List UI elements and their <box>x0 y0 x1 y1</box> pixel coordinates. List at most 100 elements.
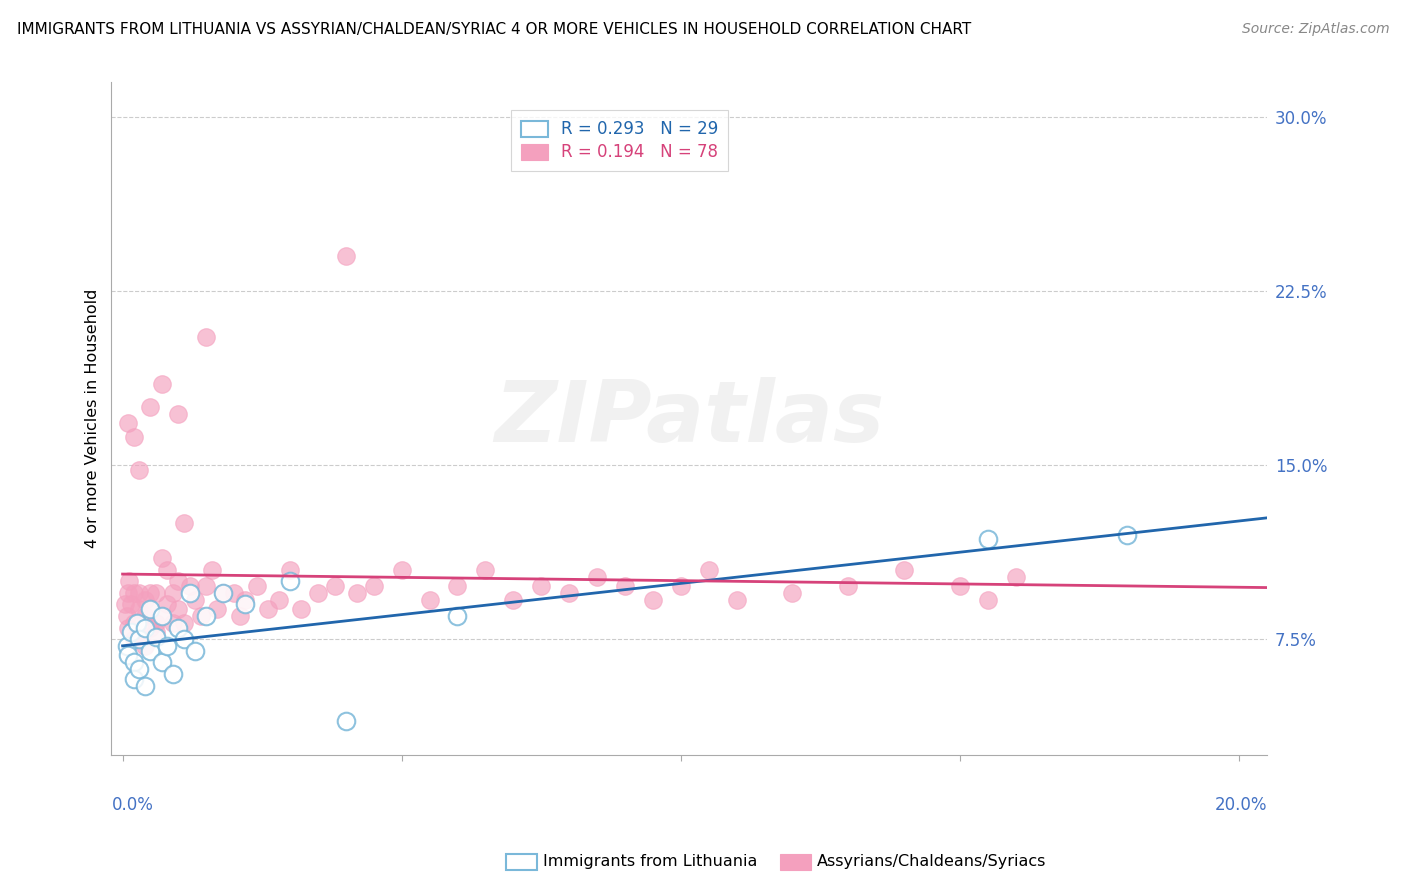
Point <box>207 602 229 616</box>
Point <box>167 407 190 421</box>
Point <box>120 598 142 612</box>
Point <box>117 648 139 663</box>
Point <box>162 586 184 600</box>
Point <box>323 579 346 593</box>
Point <box>184 644 207 658</box>
Point <box>976 533 998 547</box>
Point <box>128 586 150 600</box>
Point <box>335 249 357 263</box>
Point <box>122 632 145 647</box>
Point <box>122 656 145 670</box>
Point <box>156 563 179 577</box>
Point <box>134 621 156 635</box>
Point <box>290 602 312 616</box>
Point <box>134 609 156 624</box>
Point <box>725 592 748 607</box>
Point <box>949 579 972 593</box>
Point <box>145 630 167 644</box>
Point <box>145 586 167 600</box>
Point <box>139 586 162 600</box>
Point <box>162 667 184 681</box>
Point <box>586 569 609 583</box>
Text: IMMIGRANTS FROM LITHUANIA VS ASSYRIAN/CHALDEAN/SYRIAC 4 OR MORE VEHICLES IN HOUS: IMMIGRANTS FROM LITHUANIA VS ASSYRIAN/CH… <box>17 22 972 37</box>
Point <box>558 586 581 600</box>
Text: 0.0%: 0.0% <box>111 796 153 814</box>
Point <box>201 563 224 577</box>
Text: Source: ZipAtlas.com: Source: ZipAtlas.com <box>1241 22 1389 37</box>
Point <box>139 602 162 616</box>
Point <box>134 679 156 693</box>
Point <box>118 574 141 589</box>
Point <box>212 586 235 600</box>
Text: 20.0%: 20.0% <box>1215 796 1267 814</box>
Point <box>669 579 692 593</box>
Point <box>184 592 207 607</box>
Point <box>245 579 267 593</box>
Point <box>613 579 636 593</box>
Point <box>837 579 859 593</box>
Point <box>145 615 167 630</box>
Point <box>335 714 357 728</box>
Point <box>179 586 201 600</box>
Point <box>179 579 201 593</box>
Point <box>115 639 138 653</box>
Point <box>173 516 195 530</box>
Point <box>117 586 139 600</box>
Point <box>278 574 301 589</box>
Point <box>195 579 218 593</box>
Point <box>122 430 145 444</box>
Point <box>346 586 368 600</box>
Point <box>156 598 179 612</box>
Point <box>235 598 257 612</box>
Point <box>391 563 413 577</box>
Point <box>128 602 150 616</box>
Point <box>224 586 246 600</box>
Point <box>641 592 664 607</box>
Point <box>117 621 139 635</box>
Legend: R = 0.293   N = 29, R = 0.194   N = 78: R = 0.293 N = 29, R = 0.194 N = 78 <box>512 111 728 171</box>
Point <box>697 563 720 577</box>
Point <box>502 592 524 607</box>
Point <box>1116 527 1139 541</box>
Point <box>530 579 553 593</box>
Point <box>446 609 468 624</box>
Text: ZIPatlas: ZIPatlas <box>494 377 884 460</box>
Point <box>235 592 257 607</box>
Point <box>128 662 150 676</box>
Point <box>278 563 301 577</box>
Point <box>128 630 150 644</box>
Point <box>212 586 235 600</box>
Point <box>156 639 179 653</box>
Point <box>167 602 190 616</box>
Point <box>145 625 167 640</box>
Point <box>893 563 915 577</box>
Point <box>167 574 190 589</box>
Point <box>173 615 195 630</box>
Point <box>150 609 173 624</box>
Point <box>139 400 162 414</box>
Point <box>125 615 148 630</box>
Point <box>122 586 145 600</box>
Point <box>229 609 252 624</box>
Point <box>419 592 441 607</box>
Point <box>139 644 162 658</box>
Point <box>190 609 212 624</box>
Point <box>117 417 139 431</box>
Point <box>139 602 162 616</box>
Point <box>363 579 385 593</box>
Point <box>134 639 156 653</box>
Text: Assyrians/Chaldeans/Syriacs: Assyrians/Chaldeans/Syriacs <box>817 855 1046 869</box>
Point <box>114 598 136 612</box>
Point <box>115 609 138 624</box>
Point <box>782 586 804 600</box>
Y-axis label: 4 or more Vehicles in Household: 4 or more Vehicles in Household <box>86 289 100 549</box>
Point <box>120 625 142 640</box>
Point <box>474 563 496 577</box>
Point <box>446 579 468 593</box>
Point <box>167 621 190 635</box>
Point <box>150 376 173 391</box>
Point <box>1004 569 1026 583</box>
Point <box>195 330 218 344</box>
Point <box>162 615 184 630</box>
Point <box>134 592 156 607</box>
